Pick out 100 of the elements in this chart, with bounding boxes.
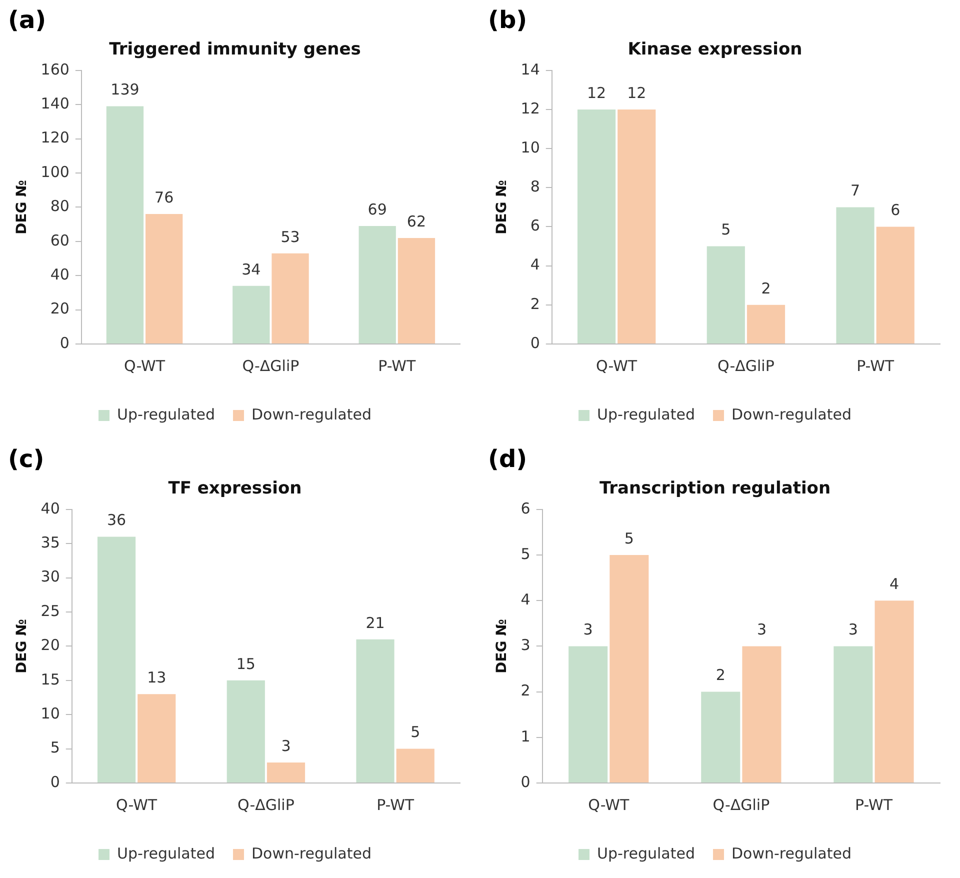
data-label: 4 bbox=[889, 574, 900, 593]
x-tick-label: Q-ΔGliP bbox=[712, 796, 770, 814]
text: (c) bbox=[8, 445, 44, 473]
chart-title: Kinase expression bbox=[628, 40, 802, 60]
data-label: 12 bbox=[586, 84, 606, 102]
bar bbox=[834, 646, 873, 782]
bar bbox=[398, 238, 436, 344]
legend-label: Up-regulated bbox=[117, 405, 215, 424]
y-tick-label: 12 bbox=[520, 99, 540, 118]
y-axis-title: DEG № bbox=[494, 180, 510, 234]
bar bbox=[706, 246, 745, 344]
y-tick-label: 6 bbox=[530, 216, 540, 235]
x-tick-label: P-WT bbox=[854, 796, 894, 814]
y-tick-label: 8 bbox=[530, 178, 540, 196]
y-tick-label: 5 bbox=[50, 738, 60, 757]
y-tick-label: 4 bbox=[530, 256, 540, 274]
bar bbox=[746, 304, 786, 344]
x-tick-label: Q-ΔGliP bbox=[242, 356, 300, 375]
x-tick-label: Q-WT bbox=[124, 356, 166, 375]
bar bbox=[618, 109, 656, 344]
data-label: 139 bbox=[110, 80, 140, 99]
data-label: 3 bbox=[281, 736, 291, 755]
y-axis-title: DEG № bbox=[494, 618, 510, 674]
y-tick-label: 14 bbox=[520, 60, 540, 78]
y-tick-label: 35 bbox=[40, 533, 60, 552]
x-tick-label: P-WT bbox=[856, 356, 895, 375]
y-tick-label: 4 bbox=[520, 590, 530, 608]
data-label: 53 bbox=[280, 228, 300, 246]
y-tick-label: 120 bbox=[40, 128, 70, 147]
chart-title: TF expression bbox=[168, 478, 302, 499]
x-tick-label: Q-ΔGliP bbox=[717, 356, 774, 375]
x-tick-label: P-WT bbox=[378, 356, 416, 375]
bar bbox=[610, 555, 649, 782]
legend-label: Down-regulated bbox=[252, 405, 372, 424]
y-tick-label: 10 bbox=[40, 704, 60, 722]
y-tick-label: 0 bbox=[520, 772, 530, 791]
bar bbox=[577, 109, 616, 344]
text: (a) bbox=[8, 6, 46, 34]
bar bbox=[97, 536, 136, 782]
bar bbox=[876, 226, 914, 344]
bar bbox=[874, 600, 914, 782]
y-tick-label: 100 bbox=[40, 162, 70, 181]
data-label: 34 bbox=[242, 260, 261, 278]
bar bbox=[146, 214, 183, 344]
bar bbox=[358, 226, 396, 344]
bar bbox=[396, 748, 434, 782]
y-tick-label: 25 bbox=[40, 602, 60, 620]
data-label: 36 bbox=[106, 511, 126, 530]
y-tick-label: 2 bbox=[520, 682, 530, 700]
data-label: 2 bbox=[761, 279, 771, 298]
y-tick-label: 30 bbox=[40, 568, 60, 586]
x-tick-label: Q-WT bbox=[116, 796, 158, 814]
chart-title: Triggered immunity genes bbox=[109, 40, 361, 60]
bar bbox=[742, 646, 782, 782]
legend-label: Down-regulated bbox=[732, 405, 852, 424]
x-tick-label: Q-WT bbox=[588, 796, 630, 814]
bar bbox=[701, 692, 740, 782]
y-tick-label: 3 bbox=[520, 636, 530, 654]
data-label: 21 bbox=[366, 614, 385, 632]
data-label: 15 bbox=[236, 654, 256, 673]
data-label: 2 bbox=[716, 666, 726, 684]
legend-label: Down-regulated bbox=[252, 844, 372, 862]
y-tick-label: 80 bbox=[50, 197, 70, 216]
y-tick-label: 0 bbox=[530, 334, 540, 352]
y-tick-label: 15 bbox=[40, 670, 60, 688]
bar bbox=[106, 106, 144, 344]
x-tick-label: Q-WT bbox=[596, 356, 638, 375]
y-tick-label: 20 bbox=[40, 636, 60, 654]
data-label: 5 bbox=[624, 529, 634, 548]
legend-label: Down-regulated bbox=[732, 844, 852, 862]
data-label: 5 bbox=[721, 220, 731, 239]
x-tick-label: Q-ΔGliP bbox=[237, 796, 294, 814]
y-tick-label: 160 bbox=[40, 60, 70, 78]
bar bbox=[232, 286, 270, 344]
y-tick-label: 5 bbox=[520, 544, 530, 563]
text: (d) bbox=[488, 445, 528, 473]
data-label: 7 bbox=[850, 182, 860, 200]
y-tick-label: 10 bbox=[520, 138, 540, 156]
data-label: 69 bbox=[368, 200, 387, 218]
legend-label: Up-regulated bbox=[597, 405, 695, 424]
y-tick-label: 40 bbox=[40, 499, 60, 518]
data-label: 62 bbox=[406, 212, 426, 230]
y-axis-title: DEG № bbox=[14, 618, 30, 674]
bar bbox=[836, 207, 874, 344]
y-tick-label: 40 bbox=[50, 265, 70, 284]
y-tick-label: 6 bbox=[520, 499, 530, 518]
data-label: 76 bbox=[154, 188, 174, 206]
text: (b) bbox=[488, 6, 528, 34]
chart-title: Transcription regulation bbox=[599, 478, 831, 499]
y-tick-label: 140 bbox=[40, 94, 70, 112]
data-label: 5 bbox=[410, 723, 420, 742]
y-tick-label: 0 bbox=[60, 334, 70, 352]
legend-label: Up-regulated bbox=[597, 844, 695, 862]
data-label: 3 bbox=[848, 620, 858, 639]
y-tick-label: 2 bbox=[530, 294, 540, 313]
y-tick-label: 1 bbox=[520, 727, 530, 746]
bar bbox=[272, 253, 309, 344]
data-label: 13 bbox=[147, 668, 166, 686]
legend-label: Up-regulated bbox=[117, 844, 215, 862]
bar bbox=[138, 694, 176, 782]
